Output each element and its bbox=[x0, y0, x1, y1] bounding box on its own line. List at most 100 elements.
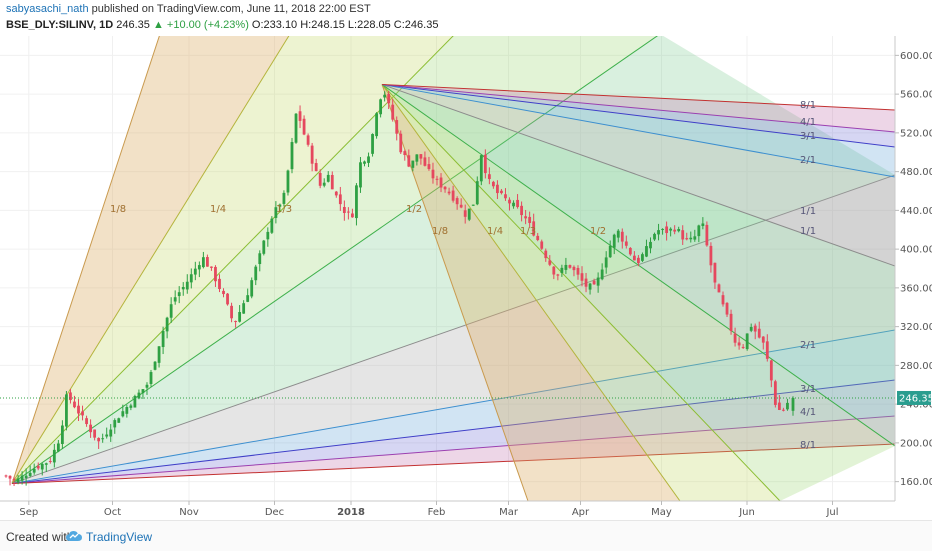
candle-body bbox=[777, 402, 781, 410]
y-tick-label: 520.00 bbox=[900, 128, 932, 139]
fan-ray bbox=[11, 329, 895, 485]
candle-body bbox=[242, 303, 246, 314]
candle-body bbox=[463, 210, 467, 217]
candle-body bbox=[36, 465, 40, 469]
symbol-info: BSE_DLY:SILINV, 1D 246.35 ▲ +10.00 (+4.2… bbox=[6, 19, 438, 31]
candle-body bbox=[105, 434, 109, 437]
fan-ray bbox=[381, 83, 895, 148]
candle-body bbox=[733, 333, 737, 343]
candle-body bbox=[218, 278, 221, 290]
fan-label: 3/1 bbox=[800, 131, 816, 142]
candle-body bbox=[101, 438, 105, 440]
candle-body bbox=[431, 169, 435, 179]
fan-ray bbox=[11, 443, 895, 485]
price-chart[interactable]: 1/8 1/4 1/3 1/2 1/1 2/1 3/1 4/1 8/1 1/8 1/4 1/3 1/2 1… bbox=[0, 36, 932, 520]
price-change: ▲ +10.00 (+4.23%) bbox=[152, 19, 249, 31]
y-axis-ticks: 160.00 200.00 240.00 280.00 320.00 360.00 400.… bbox=[895, 51, 932, 488]
fan-label: 1/8 bbox=[110, 204, 126, 215]
candle-body bbox=[371, 134, 374, 154]
candle-body bbox=[342, 207, 346, 214]
candle-body bbox=[596, 277, 600, 286]
candle-body bbox=[226, 293, 229, 305]
fan-label: 1/3 bbox=[520, 226, 536, 237]
candle-body bbox=[387, 93, 391, 104]
tradingview-link[interactable]: TradingView bbox=[86, 530, 153, 544]
candle-body bbox=[552, 266, 556, 275]
candle-body bbox=[757, 328, 761, 338]
candle-body bbox=[504, 194, 507, 199]
fan-label: 2/1 bbox=[800, 340, 816, 351]
fan-ray bbox=[381, 83, 895, 267]
candle-body bbox=[399, 133, 403, 153]
candle-body bbox=[520, 205, 523, 216]
fan-ray bbox=[11, 36, 290, 484]
last-price-badge-text: 246.35 bbox=[899, 393, 932, 404]
candle-body bbox=[765, 341, 769, 359]
fan-label: 8/1 bbox=[800, 100, 816, 111]
candle-body bbox=[725, 302, 729, 315]
candle-body bbox=[351, 213, 354, 218]
candle-body bbox=[741, 346, 745, 348]
fan-ray bbox=[381, 84, 681, 501]
x-tick-label: Dec bbox=[265, 507, 284, 518]
candle-body bbox=[169, 304, 173, 318]
candle-body bbox=[346, 211, 350, 213]
candle-body bbox=[282, 192, 286, 204]
fan-ray bbox=[11, 36, 160, 484]
candle-body bbox=[584, 278, 588, 287]
candle-body bbox=[600, 269, 604, 280]
y-tick-label: 240.00 bbox=[900, 400, 932, 411]
created-with-label: Created with bbox=[6, 530, 74, 544]
candle-body bbox=[435, 178, 439, 180]
candle-body bbox=[483, 154, 487, 174]
candle-body bbox=[653, 233, 656, 240]
author-link[interactable]: sabyasachi_nath bbox=[6, 3, 89, 15]
candle-body bbox=[439, 177, 443, 188]
candle-body bbox=[508, 199, 511, 204]
candle-body bbox=[266, 231, 270, 240]
candle-body bbox=[415, 154, 419, 162]
candle-body bbox=[637, 257, 640, 264]
candle-body bbox=[117, 418, 121, 423]
candle-body bbox=[612, 234, 616, 248]
candle-body bbox=[608, 245, 612, 258]
fan-label: 1/1 bbox=[800, 226, 816, 237]
fan-label: 1/4 bbox=[487, 226, 503, 237]
fan-ray bbox=[381, 84, 781, 501]
candle-body bbox=[338, 194, 342, 205]
candle-body bbox=[532, 221, 536, 236]
candle-body bbox=[693, 236, 697, 240]
candle-body bbox=[451, 190, 455, 201]
candle-body bbox=[616, 230, 620, 238]
candle-body bbox=[210, 266, 213, 268]
x-tick-label: Sep bbox=[19, 507, 38, 518]
candle-body bbox=[403, 151, 407, 156]
x-tick-label: Jul bbox=[825, 507, 838, 518]
publish-info: sabyasachi_nath published on TradingView… bbox=[6, 3, 371, 15]
candle-body bbox=[753, 325, 757, 332]
candle-body bbox=[665, 226, 669, 234]
candle-body bbox=[44, 463, 48, 465]
candle-body bbox=[588, 283, 592, 290]
fan-label: 4/1 bbox=[800, 407, 816, 418]
fan-ray bbox=[11, 379, 895, 485]
grid-lines bbox=[0, 36, 895, 501]
candle-body bbox=[189, 274, 193, 283]
candle-body bbox=[40, 463, 44, 470]
candle-body bbox=[791, 397, 795, 411]
candle-body bbox=[181, 286, 185, 290]
candle-body bbox=[761, 336, 765, 343]
candle-body bbox=[721, 295, 725, 305]
y-tick-label: 360.00 bbox=[900, 283, 932, 294]
candle-body bbox=[278, 204, 282, 207]
y-tick-label: 320.00 bbox=[900, 322, 932, 333]
candle-body bbox=[310, 145, 314, 164]
candle-body bbox=[455, 198, 459, 205]
candle-body bbox=[322, 182, 326, 186]
candle-body bbox=[24, 475, 28, 479]
candle-body bbox=[737, 342, 741, 346]
candle-body bbox=[28, 472, 32, 477]
y-tick-label: 480.00 bbox=[900, 167, 932, 178]
x-tick-label: 2018 bbox=[337, 507, 365, 518]
candle-body bbox=[447, 191, 451, 194]
